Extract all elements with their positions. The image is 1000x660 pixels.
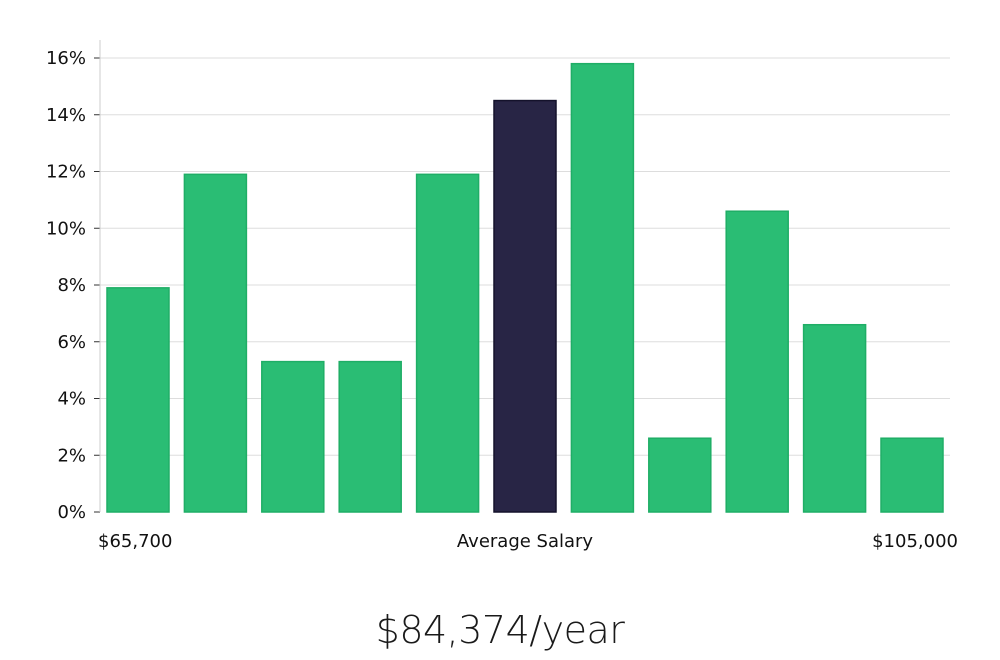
y-tick-label: 12% [46, 162, 86, 183]
bar [880, 437, 944, 513]
bar [725, 210, 789, 513]
y-tick-label: 14% [46, 105, 86, 126]
salary-distribution-chart: 0% 2% 4% 6% 8% 10% 12% 14% 16% $65,700 Average S… [46, 40, 958, 552]
y-tick-label: 10% [46, 218, 86, 239]
bar [415, 173, 480, 513]
y-tick-label: 8% [57, 275, 86, 296]
bar [261, 360, 325, 513]
bar [802, 323, 867, 513]
bars [106, 62, 944, 513]
bar [570, 62, 635, 513]
y-tick-label: 2% [57, 445, 86, 466]
bar-average-salary [493, 99, 557, 513]
bar [338, 360, 402, 513]
x-axis-label-min: $65,700 [98, 531, 172, 552]
y-axis-ticks: 0% 2% 4% 6% 8% 10% 12% 14% 16% [46, 48, 100, 523]
bar [106, 287, 170, 513]
x-axis-label-center: Average Salary [457, 531, 594, 552]
y-tick-label: 6% [57, 332, 86, 353]
y-tick-label: 16% [46, 48, 86, 69]
x-axis-label-max: $105,000 [872, 531, 958, 552]
average-salary-headline: $84,374/year [375, 608, 625, 652]
y-tick-label: 0% [57, 502, 86, 523]
bar [648, 437, 712, 513]
bar [183, 173, 248, 513]
y-tick-label: 4% [57, 389, 86, 410]
